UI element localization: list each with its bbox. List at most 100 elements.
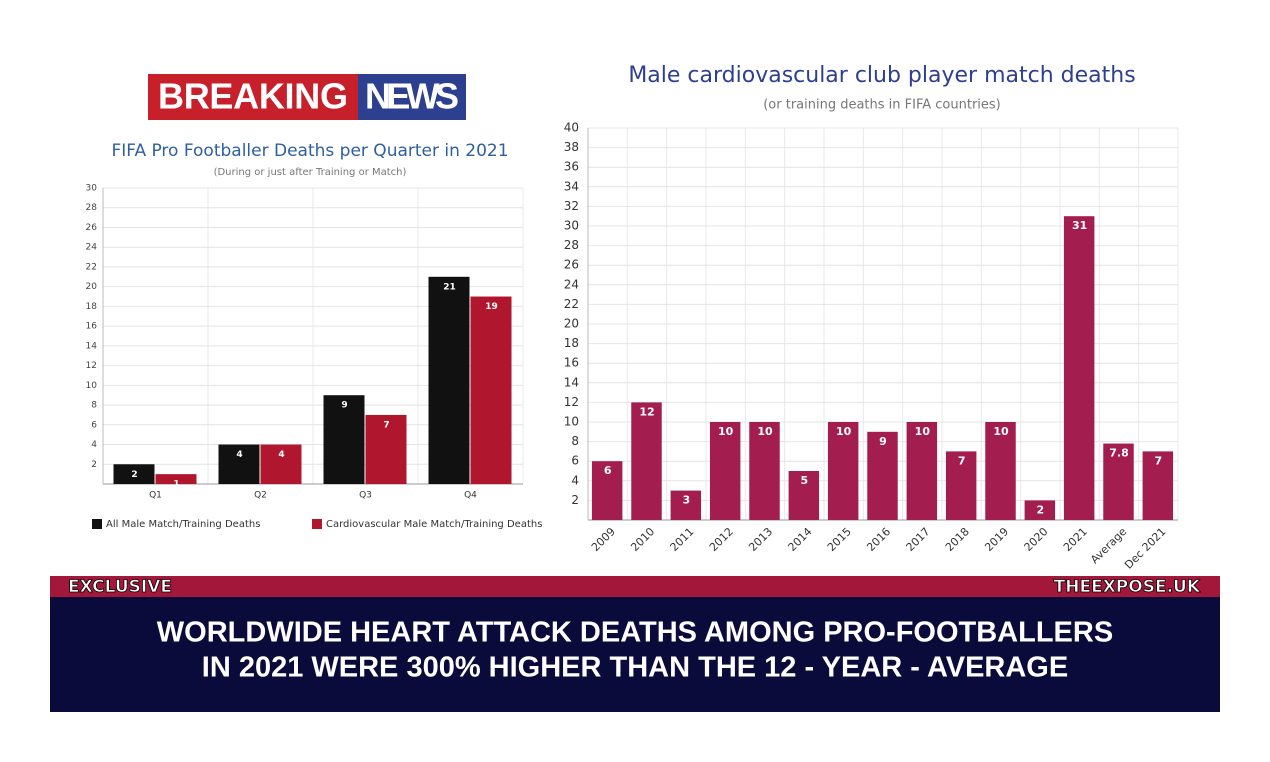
chart-subtitle: (or training deaths in FIFA countries)	[763, 98, 1001, 113]
bar	[945, 451, 977, 520]
data-label: 9	[879, 435, 887, 448]
data-label: 5	[801, 474, 809, 487]
y-tick-label: 2	[91, 460, 97, 470]
x-tick-label: 2015	[825, 525, 854, 554]
y-tick-label: 16	[564, 356, 579, 370]
bar	[218, 444, 260, 484]
y-tick-label: 36	[564, 160, 579, 174]
x-tick-label: Dec 2021	[1122, 525, 1169, 572]
data-label: 10	[836, 425, 852, 438]
x-tick-label: 2018	[943, 525, 972, 554]
banner-tag: EXCLUSIVE	[68, 577, 172, 597]
y-tick-label: 24	[564, 277, 579, 291]
bar	[113, 464, 155, 484]
y-tick-label: 2	[571, 493, 579, 507]
bar	[867, 431, 898, 520]
y-tick-label: 4	[571, 473, 579, 487]
bar	[1103, 443, 1134, 520]
x-tick-label: Q1	[149, 491, 162, 501]
headline: IN 2021 WERE 300% HIGHER THAN THE 12 - Y…	[202, 652, 1068, 684]
data-label: 10	[993, 425, 1009, 438]
data-label: 6	[604, 464, 612, 477]
data-label: 21	[443, 282, 456, 292]
banner-box	[50, 597, 1220, 712]
bar	[749, 422, 780, 520]
x-tick-label: 2013	[746, 525, 775, 554]
data-label: 19	[485, 302, 498, 312]
data-label: 2	[1037, 503, 1045, 516]
y-tick-label: 32	[564, 199, 579, 213]
bar	[591, 461, 623, 520]
data-label: 10	[718, 425, 734, 438]
x-tick-label: 2016	[864, 525, 893, 554]
y-tick-label: 10	[564, 415, 579, 429]
bar	[1142, 451, 1174, 520]
bar	[788, 471, 820, 520]
y-tick-label: 14	[86, 341, 98, 351]
x-tick-label: 2020	[1022, 525, 1051, 554]
data-label: 31	[1072, 219, 1087, 232]
legend-swatch	[92, 519, 102, 529]
y-tick-label: 12	[86, 361, 97, 371]
y-tick-label: 26	[86, 223, 98, 233]
y-tick-label: 18	[564, 336, 579, 350]
legend-swatch	[312, 519, 322, 529]
bar	[428, 276, 470, 484]
y-tick-label: 22	[564, 297, 579, 311]
badge-word: NEWS	[365, 76, 459, 117]
y-tick-label: 26	[564, 258, 579, 272]
x-tick-label: Q4	[464, 491, 477, 501]
bar	[260, 444, 302, 484]
data-label: 9	[341, 401, 347, 411]
data-label: 3	[683, 494, 691, 507]
banner-source: THEEXPOSE.UK	[1054, 577, 1201, 597]
data-label: 7.8	[1109, 447, 1129, 460]
y-tick-label: 18	[86, 302, 98, 312]
y-tick-label: 22	[86, 262, 97, 272]
y-tick-label: 28	[564, 238, 579, 252]
x-tick-label: 2019	[982, 525, 1011, 554]
badge-red	[148, 74, 358, 120]
y-tick-label: 30	[564, 219, 579, 233]
data-label: 7	[1155, 454, 1163, 467]
legend-label: All Male Match/Training Deaths	[106, 519, 260, 530]
x-tick-label: 2011	[668, 525, 697, 554]
bar	[631, 402, 662, 520]
bar	[985, 422, 1016, 520]
y-tick-label: 40	[564, 121, 579, 135]
banner-strip	[50, 576, 1220, 597]
y-tick-label: 10	[86, 381, 98, 391]
x-tick-label: 2012	[707, 525, 736, 554]
badge-word: BREAKING	[158, 76, 348, 117]
y-tick-label: 28	[86, 203, 98, 213]
data-label: 2	[131, 470, 137, 480]
bar	[670, 490, 702, 520]
bar	[827, 422, 859, 520]
badge-blue	[358, 74, 466, 120]
y-tick-label: 16	[86, 322, 98, 332]
x-tick-label: Q2	[254, 491, 267, 501]
y-tick-label: 8	[571, 434, 579, 448]
data-label: 7	[383, 420, 389, 430]
data-label: 10	[757, 425, 773, 438]
data-label: 10	[915, 425, 931, 438]
chart-title: FIFA Pro Footballer Deaths per Quarter i…	[111, 141, 508, 161]
x-tick-label: 2017	[904, 525, 933, 554]
data-label: 12	[639, 405, 654, 418]
y-tick-label: 14	[564, 375, 579, 389]
y-tick-label: 12	[564, 395, 579, 409]
bar	[1024, 500, 1056, 520]
y-tick-label: 8	[91, 401, 97, 411]
chart-title: Male cardiovascular club player match de…	[628, 63, 1135, 88]
x-tick-label: 2010	[628, 525, 657, 554]
data-label: 1	[173, 480, 179, 490]
y-tick-label: 6	[571, 454, 579, 468]
bar	[709, 422, 741, 520]
y-tick-label: 6	[91, 420, 97, 430]
y-tick-label: 20	[86, 282, 98, 292]
x-tick-label: 2014	[786, 525, 815, 554]
bar	[155, 474, 197, 484]
data-label: 4	[236, 450, 242, 460]
